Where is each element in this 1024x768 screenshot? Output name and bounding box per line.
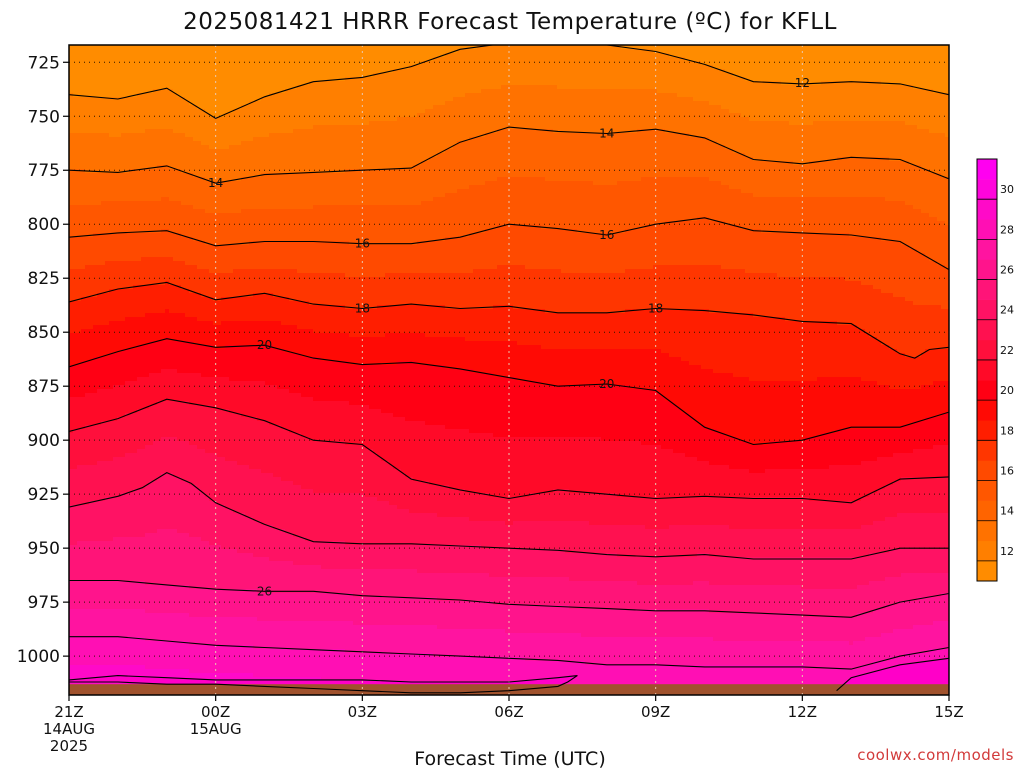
contour-label: 14 [599,127,614,141]
contour-line-26 [69,579,949,618]
colorbar-swatch [977,359,997,381]
colorbar-swatch [977,460,997,481]
colorbar-swatch [977,339,997,361]
contour-line-24 [69,471,949,560]
contour-labels: 12 14 14 16 16 18 18 20 20 26 [208,76,810,599]
colorbar-swatch [977,259,997,280]
colorbar-swatch [977,239,997,260]
y-tick-label: 1000 [17,647,60,667]
x-tick-label: 06Z [494,703,523,721]
x-axis-label: Forecast Time (UTC) [414,748,605,768]
contour-label: 26 [257,584,272,598]
colorbar-tick-label: 16 [1000,464,1014,477]
colorbar-swatch [977,420,997,441]
y-tick-label: 800 [28,215,60,235]
chart-title: 2025081421 HRRR Forecast Temperature (ºC… [183,9,837,35]
contour-line-30 [836,657,949,692]
y-tick-label: 850 [28,323,60,343]
colorbar-tick-label: 22 [1000,344,1014,357]
colorbar-swatch [977,299,997,321]
site-credit: coolwx.com/models [857,746,1014,764]
colorbar-tick-label: 24 [1000,304,1014,317]
colorbar-tick-label: 20 [1000,384,1014,397]
contour-lines [69,45,949,694]
y-tick-label: 950 [28,539,60,559]
contour-line-20 [69,338,949,446]
colorbar-swatch [977,319,997,341]
x-tick-label: 09Z [641,703,670,721]
contour-line-12 [69,45,949,120]
contour-label: 12 [795,76,810,90]
colorbar-swatch [977,159,997,180]
contour-line-14 [69,126,949,184]
colorbar-swatch [977,400,997,421]
colorbar-tick-label: 30 [1000,183,1014,196]
x-tick-label: 15AUG [190,720,242,738]
temperature-fill [69,45,949,695]
contour-line-16 [69,217,949,271]
contour-label: 16 [355,237,370,251]
colorbar-tick-label: 28 [1000,223,1014,236]
x-tick-label: 21Z [54,703,83,721]
colorbar-swatch [977,520,997,542]
x-tick-label: 03Z [348,703,377,721]
y-tick-label: 975 [28,593,60,613]
contour-label: 18 [648,301,663,315]
y-tick-label: 825 [28,269,60,289]
colorbar-swatch [977,179,997,200]
colorbar-swatch [977,440,997,461]
ground-surface [69,684,949,695]
colorbar-swatch [977,500,997,522]
y-tick-label: 775 [28,161,60,181]
colorbar-tick-label: 26 [1000,264,1014,277]
colorbar-tick-label: 18 [1000,424,1014,437]
contour-line-22 [69,398,949,504]
colorbar-swatch [977,560,997,582]
y-tick-label: 900 [28,431,60,451]
colorbar: 12 14 16 18 20 22 24 26 28 30 [976,158,1014,582]
x-tick-label: 2025 [50,737,88,755]
y-tick-label: 875 [28,377,60,397]
colorbar-swatch [977,219,997,240]
colorbar-swatch [977,540,997,562]
contour-line-30 [69,675,578,694]
plot-area: 12 14 14 16 16 18 18 20 20 26 [68,44,950,696]
colorbar-swatch [977,480,997,501]
y-tick-label: 925 [28,485,60,505]
contour-line-28 [69,636,949,670]
contour-label: 14 [208,176,223,190]
colorbar-tick-label: 14 [1000,505,1014,518]
contour-label: 20 [257,338,272,352]
y-tick-label: 750 [28,107,60,127]
contour-label: 18 [355,301,370,315]
contour-label: 16 [599,228,614,242]
colorbar-frame [976,158,998,582]
contour-line-18 [69,281,949,359]
colorbar-swatch [977,380,997,401]
x-tick-label: 00Z [201,703,230,721]
y-tick-label: 725 [28,53,60,73]
colorbar-tick-label: 12 [1000,545,1014,558]
colorbar-swatch [977,279,997,300]
colorbar-swatch [977,199,997,220]
contour-label: 20 [599,377,614,391]
y-axis: 725 750 775 800 825 850 875 900 925 950 975 1000 [17,53,69,667]
x-tick-label: 15Z [934,703,963,721]
x-tick-label: 14AUG [43,720,95,738]
x-tick-label: 12Z [788,703,817,721]
